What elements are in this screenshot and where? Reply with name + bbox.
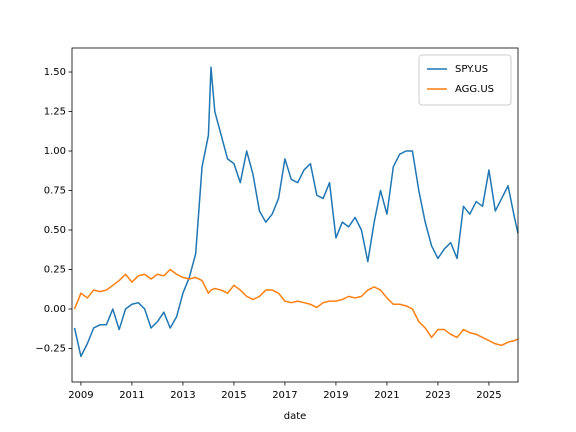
- y-tick-label: 0.00: [44, 304, 66, 315]
- x-tick-label: 2019: [323, 390, 348, 401]
- x-tick-label: 2023: [425, 390, 450, 401]
- x-tick-label: 2017: [272, 390, 297, 401]
- legend-box: [418, 54, 512, 106]
- y-tick-label: 1.00: [44, 146, 66, 157]
- legend-label: AGG.US: [455, 84, 494, 95]
- y-tick-label: 0.75: [44, 186, 66, 197]
- x-tick-label: 2015: [221, 390, 246, 401]
- y-tick-label: 1.50: [44, 67, 66, 78]
- x-tick-label: 2009: [68, 390, 93, 401]
- y-tick-label: −0.25: [35, 344, 66, 355]
- x-axis-label: date: [284, 411, 307, 422]
- y-tick-label: 0.25: [44, 265, 66, 276]
- y-tick-label: 1.25: [44, 107, 66, 118]
- line: [73, 268, 519, 347]
- x-tick-label: 2013: [170, 390, 195, 401]
- y-tick-label: 0.50: [44, 225, 66, 236]
- legend-label: SPY.US: [455, 64, 488, 75]
- x-tick-label: 2021: [374, 390, 399, 401]
- plot-frame: [71, 47, 519, 383]
- x-tick-label: 2025: [476, 390, 501, 401]
- line: [73, 66, 519, 358]
- x-tick-label: 2011: [119, 390, 144, 401]
